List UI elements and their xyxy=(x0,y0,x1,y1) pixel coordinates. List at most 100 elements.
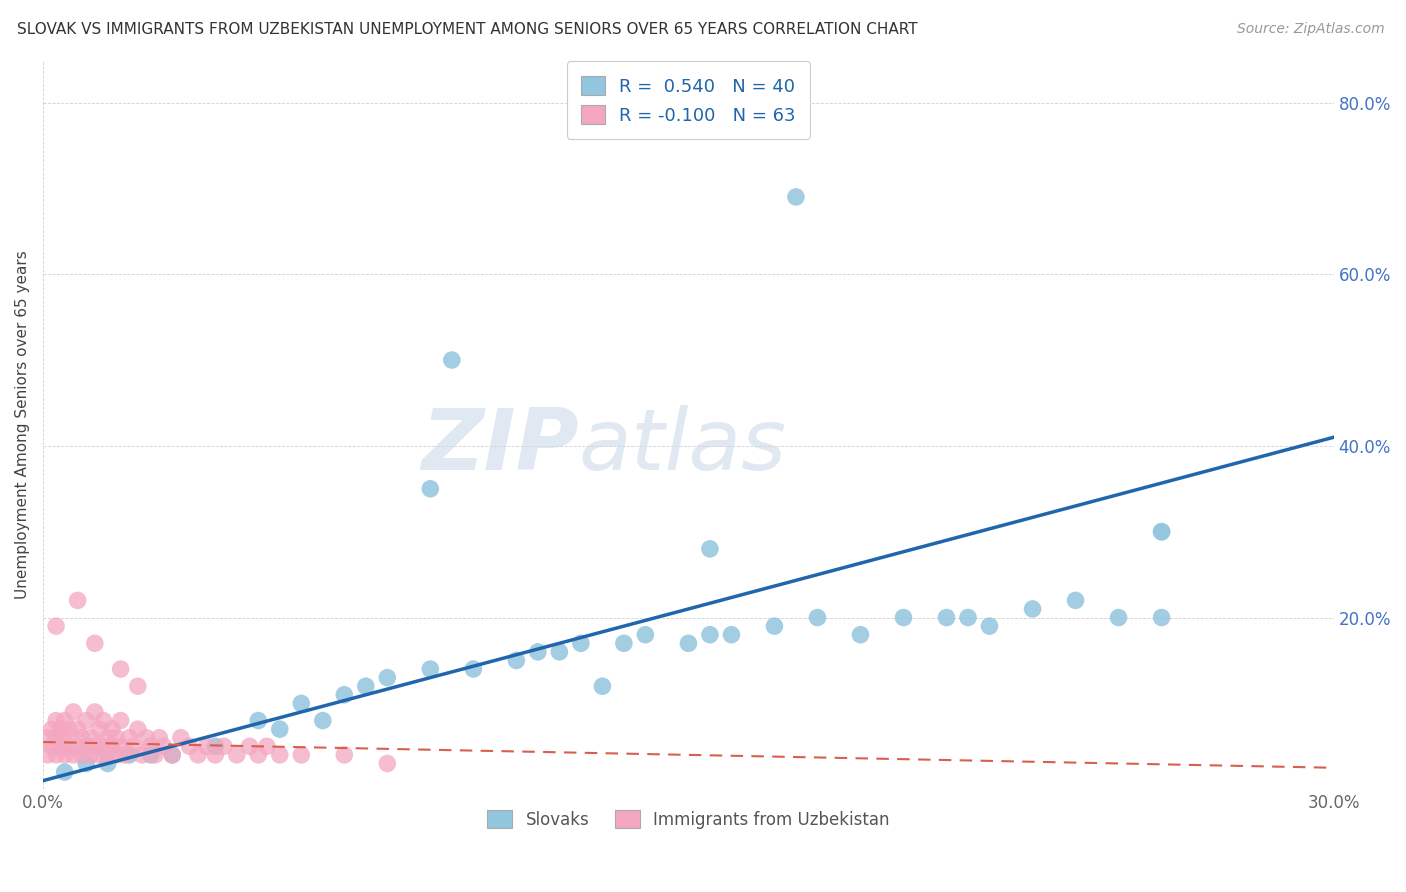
Point xyxy=(87,722,110,736)
Point xyxy=(66,722,89,736)
Point xyxy=(105,747,128,762)
Point xyxy=(45,714,67,728)
Point xyxy=(87,747,110,762)
Point xyxy=(127,679,149,693)
Point xyxy=(699,628,721,642)
Point xyxy=(247,747,270,762)
Point xyxy=(75,756,97,771)
Point xyxy=(375,756,398,771)
Point xyxy=(979,619,1001,633)
Point xyxy=(1150,524,1173,539)
Point xyxy=(75,714,97,728)
Point xyxy=(333,747,356,762)
Point xyxy=(419,482,441,496)
Point xyxy=(212,739,235,754)
Point xyxy=(97,756,120,771)
Point xyxy=(139,739,162,754)
Point xyxy=(569,636,592,650)
Point xyxy=(440,353,463,368)
Point xyxy=(256,739,278,754)
Point xyxy=(53,765,76,780)
Point xyxy=(118,731,141,745)
Point xyxy=(505,653,527,667)
Point xyxy=(62,705,84,719)
Point xyxy=(45,731,67,745)
Point xyxy=(101,739,124,754)
Point xyxy=(204,739,226,754)
Point xyxy=(97,731,120,745)
Point xyxy=(613,636,636,650)
Legend: Slovaks, Immigrants from Uzbekistan: Slovaks, Immigrants from Uzbekistan xyxy=(481,804,896,836)
Point xyxy=(634,628,657,642)
Point xyxy=(225,747,247,762)
Point xyxy=(79,731,101,745)
Point xyxy=(93,714,115,728)
Point xyxy=(548,645,571,659)
Point xyxy=(83,705,105,719)
Point xyxy=(170,731,193,745)
Point xyxy=(66,739,89,754)
Point xyxy=(53,747,76,762)
Text: ZIP: ZIP xyxy=(422,405,579,488)
Point xyxy=(247,714,270,728)
Point xyxy=(49,739,72,754)
Point xyxy=(591,679,613,693)
Point xyxy=(162,747,184,762)
Point xyxy=(118,747,141,762)
Point xyxy=(49,722,72,736)
Point xyxy=(114,747,136,762)
Point xyxy=(53,731,76,745)
Point xyxy=(131,747,153,762)
Point xyxy=(806,610,828,624)
Point xyxy=(375,671,398,685)
Point xyxy=(290,697,312,711)
Point xyxy=(463,662,485,676)
Point xyxy=(195,739,218,754)
Point xyxy=(152,739,174,754)
Point xyxy=(785,190,807,204)
Point xyxy=(45,619,67,633)
Point xyxy=(66,593,89,607)
Text: atlas: atlas xyxy=(579,405,787,488)
Point xyxy=(333,688,356,702)
Point xyxy=(41,722,63,736)
Point xyxy=(143,747,166,762)
Point xyxy=(139,747,162,762)
Point xyxy=(37,747,59,762)
Point xyxy=(93,739,115,754)
Point xyxy=(1150,524,1173,539)
Point xyxy=(58,739,80,754)
Point xyxy=(312,714,335,728)
Point xyxy=(678,636,700,650)
Point xyxy=(58,722,80,736)
Point xyxy=(1108,610,1130,624)
Point xyxy=(148,731,170,745)
Point xyxy=(53,714,76,728)
Point xyxy=(849,628,872,642)
Point xyxy=(269,747,291,762)
Point xyxy=(527,645,550,659)
Point xyxy=(45,747,67,762)
Point xyxy=(110,714,132,728)
Point xyxy=(97,747,120,762)
Point xyxy=(699,541,721,556)
Point xyxy=(179,739,201,754)
Point xyxy=(720,628,742,642)
Point xyxy=(122,739,145,754)
Point xyxy=(1150,610,1173,624)
Point xyxy=(935,610,957,624)
Point xyxy=(75,739,97,754)
Point xyxy=(187,747,209,762)
Point xyxy=(893,610,915,624)
Point xyxy=(956,610,979,624)
Point xyxy=(239,739,262,754)
Point xyxy=(1064,593,1087,607)
Text: SLOVAK VS IMMIGRANTS FROM UZBEKISTAN UNEMPLOYMENT AMONG SENIORS OVER 65 YEARS CO: SLOVAK VS IMMIGRANTS FROM UZBEKISTAN UNE… xyxy=(17,22,918,37)
Point xyxy=(41,739,63,754)
Point xyxy=(419,662,441,676)
Point xyxy=(70,747,93,762)
Point xyxy=(127,722,149,736)
Point xyxy=(354,679,377,693)
Y-axis label: Unemployment Among Seniors over 65 years: Unemployment Among Seniors over 65 years xyxy=(15,250,30,599)
Point xyxy=(110,739,132,754)
